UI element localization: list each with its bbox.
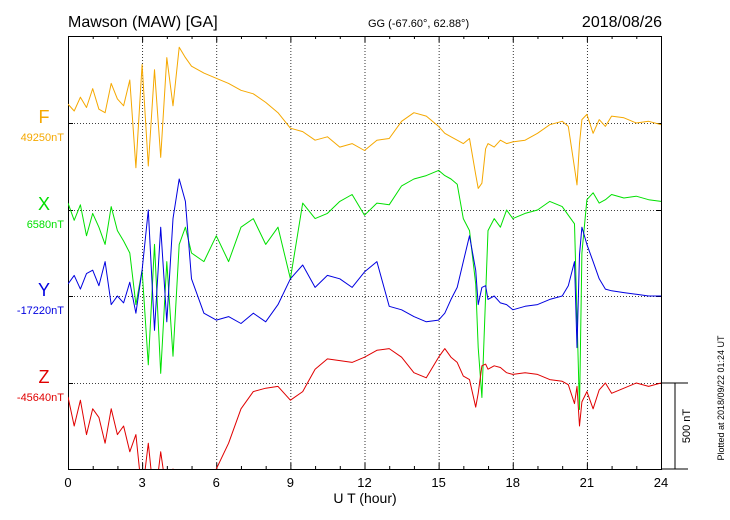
series-line-f <box>68 46 661 189</box>
series-name-x: X <box>38 194 50 214</box>
series-baseline-x: 6580nT <box>27 219 65 231</box>
series-baseline-f: 49250nT <box>21 132 65 144</box>
chart-title: Mawson (MAW) [GA] <box>68 14 218 31</box>
series-line-z <box>68 348 661 469</box>
series-line-y <box>68 178 661 349</box>
station-coordinates: GG (-67.60°, 62.88°) <box>368 18 469 30</box>
grid <box>68 36 661 469</box>
x-axis-label: U T (hour) <box>333 490 396 506</box>
series-group <box>68 46 661 469</box>
chart-date: 2018/08/26 <box>582 14 662 31</box>
x-tick-label: 12 <box>357 475 371 490</box>
x-tick-label: 15 <box>431 475 445 490</box>
series-name-z: Z <box>39 367 50 387</box>
plotted-timestamp: Plotted at 2018/09/22 01:24 UT <box>716 335 726 461</box>
series-name-y: Y <box>38 280 50 300</box>
x-tick-label: 0 <box>64 475 71 490</box>
x-axis-ticks: 0 3 6 9 12 15 18 21 24 <box>64 36 668 490</box>
x-tick-label: 9 <box>287 475 294 490</box>
scale-bar: 500 nT <box>662 382 693 470</box>
series-name-f: F <box>39 107 50 127</box>
x-tick-label: 21 <box>580 475 594 490</box>
series-baseline-y: -17220nT <box>17 305 64 317</box>
scale-bar-label: 500 nT <box>681 409 693 444</box>
series-labels: F 49250nT X 6580nT Y -17220nT Z -45640nT <box>17 107 64 404</box>
x-tick-label: 6 <box>213 475 220 490</box>
x-tick-label: 24 <box>654 475 668 490</box>
series-baseline-z: -45640nT <box>17 392 64 404</box>
x-tick-label: 18 <box>506 475 520 490</box>
x-tick-label: 3 <box>139 475 146 490</box>
